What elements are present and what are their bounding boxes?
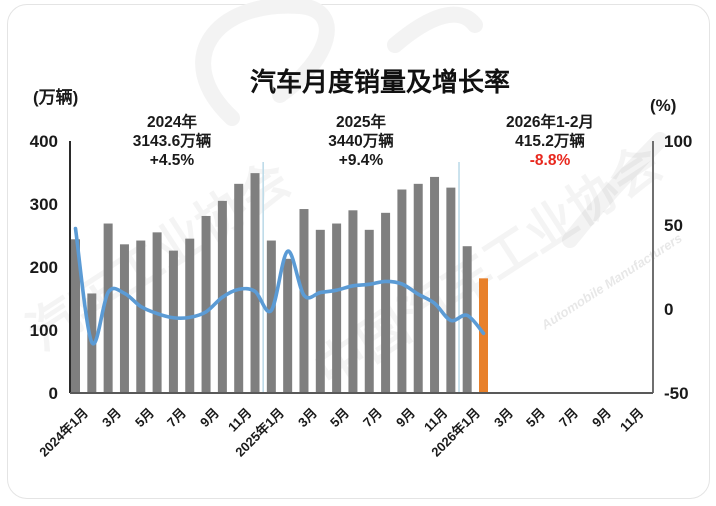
annotation-2024: 2024年 3143.6万辆 +4.5% (133, 113, 211, 170)
left-axis-tick: 100 (29, 320, 58, 340)
sales-bar (430, 176, 440, 393)
sales-bar (283, 258, 293, 393)
right-axis-tick: 0 (664, 299, 674, 319)
sales-bar (119, 244, 129, 393)
right-axis-tick: -50 (664, 383, 689, 403)
sales-bar (332, 223, 342, 393)
sales-bar (136, 240, 146, 393)
annotation-2024-growth: +4.5% (149, 152, 195, 169)
annotation-2024-year: 2024年 (147, 114, 197, 131)
sales-bar (462, 246, 472, 393)
sales-bar (250, 173, 260, 393)
left-axis-tick: 200 (29, 257, 58, 277)
sales-bar (168, 250, 178, 393)
annotation-2025-year: 2025年 (336, 114, 386, 131)
sales-bar (315, 229, 325, 393)
annotation-2025: 2025年 3440万辆 +9.4% (328, 113, 393, 170)
sales-bar (381, 212, 391, 393)
annotation-2025-growth: +9.4% (338, 152, 384, 169)
sales-bar (103, 223, 113, 393)
growth-rate-line (73, 226, 486, 346)
right-axis-tick: 100 (664, 131, 693, 151)
left-axis-tick: 0 (48, 383, 58, 403)
left-axis-tick: 400 (29, 131, 58, 151)
sales-bar (299, 209, 309, 393)
left-axis-tick: 300 (29, 194, 58, 214)
right-axis-tick: 50 (664, 215, 683, 235)
sales-bar (413, 183, 423, 393)
annotation-2026-growth: -8.8% (529, 152, 571, 169)
sales-bar (266, 240, 276, 393)
sales-bar (364, 229, 374, 393)
annotation-2024-total: 3143.6万辆 (132, 133, 212, 150)
annotation-2026-total: 415.2万辆 (515, 133, 585, 150)
right-axis-unit: (%) (650, 96, 677, 115)
chart-title: 汽车月度销量及增长率 (249, 67, 511, 97)
sales-bar (397, 189, 407, 393)
sales-bar (71, 239, 80, 393)
sales-bar (446, 187, 456, 393)
sales-bar-current (479, 278, 488, 393)
sales-bar (348, 210, 358, 393)
sales-bar (201, 215, 211, 393)
left-axis-unit: (万辆) (33, 88, 79, 107)
annotation-2026: 2026年1-2月 415.2万辆 -8.8% (506, 113, 594, 170)
annotation-2025-total: 3440万辆 (328, 133, 394, 150)
annotation-2026-period: 2026年1-2月 (506, 114, 594, 131)
